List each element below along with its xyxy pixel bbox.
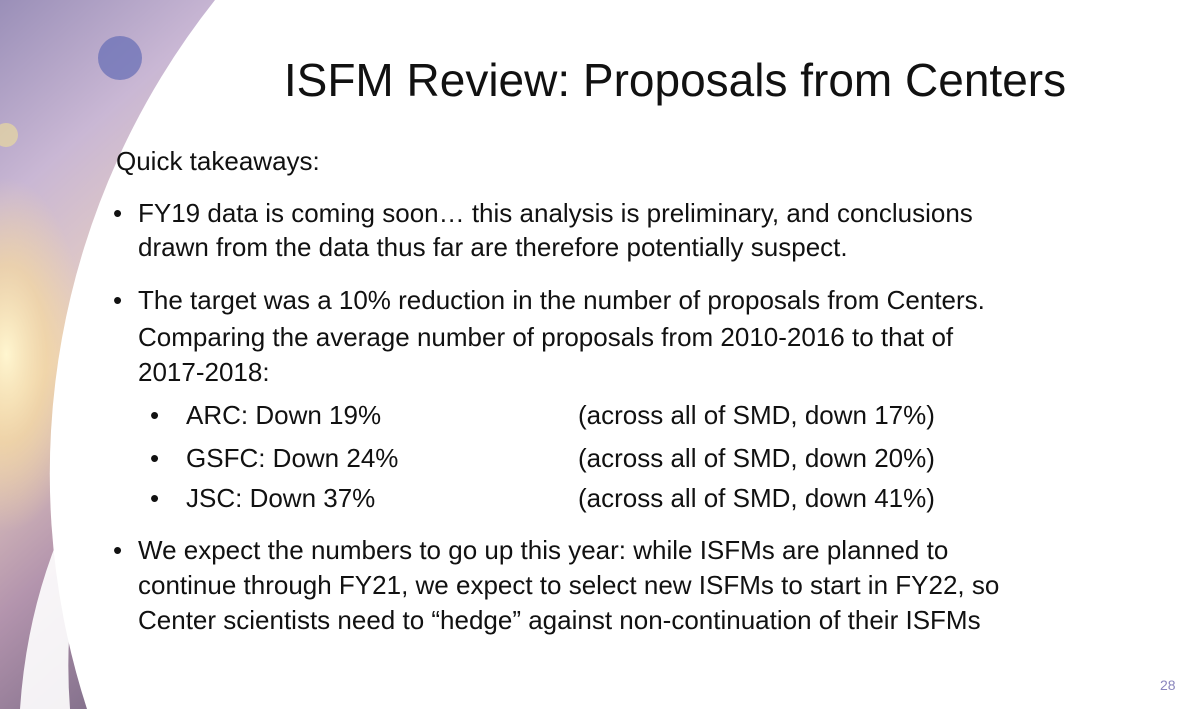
- bullet-1-line-2: drawn from the data thus far are therefo…: [138, 232, 848, 262]
- slide-title: ISFM Review: Proposals from Centers: [283, 54, 1067, 106]
- sub-bullet-jsc-smd: (across all of SMD, down 41%): [578, 483, 935, 513]
- sub-bullet-gsfc-smd: (across all of SMD, down 20%): [578, 443, 935, 473]
- sub-bullet-arc-smd: (across all of SMD, down 17%): [578, 400, 935, 430]
- page-number: 28: [1160, 677, 1176, 693]
- bullet-3-line-3: Center scientists need to “hedge” agains…: [138, 605, 981, 635]
- bullet-2-line-3: 2017-2018:: [138, 357, 270, 387]
- bullet-2-line-2: Comparing the average number of proposal…: [138, 322, 954, 352]
- sub-bullet-gsfc: GSFC: Down 24%: [186, 443, 399, 473]
- sub-bullet-arc: ARC: Down 19%: [186, 400, 382, 430]
- sub-bullet-icon: •: [150, 483, 160, 513]
- bullet-icon: •: [113, 285, 123, 315]
- bullet-1-line-1: FY19 data is coming soon… this analysis …: [138, 198, 973, 228]
- bullet-2-line-1: The target was a 10% reduction in the nu…: [138, 285, 985, 315]
- bullet-3-line-1: We expect the numbers to go up this year…: [138, 535, 949, 565]
- intro-text: Quick takeaways:: [116, 146, 320, 176]
- white-content-area: [49, 0, 1200, 709]
- bullet-icon: •: [113, 535, 123, 565]
- planet-icon: [98, 36, 142, 80]
- sub-bullet-icon: •: [150, 400, 160, 430]
- bullet-3-line-2: continue through FY21, we expect to sele…: [138, 570, 1000, 600]
- sub-bullet-icon: •: [150, 443, 160, 473]
- bullet-icon: •: [113, 198, 123, 228]
- sub-bullet-jsc: JSC: Down 37%: [186, 483, 376, 513]
